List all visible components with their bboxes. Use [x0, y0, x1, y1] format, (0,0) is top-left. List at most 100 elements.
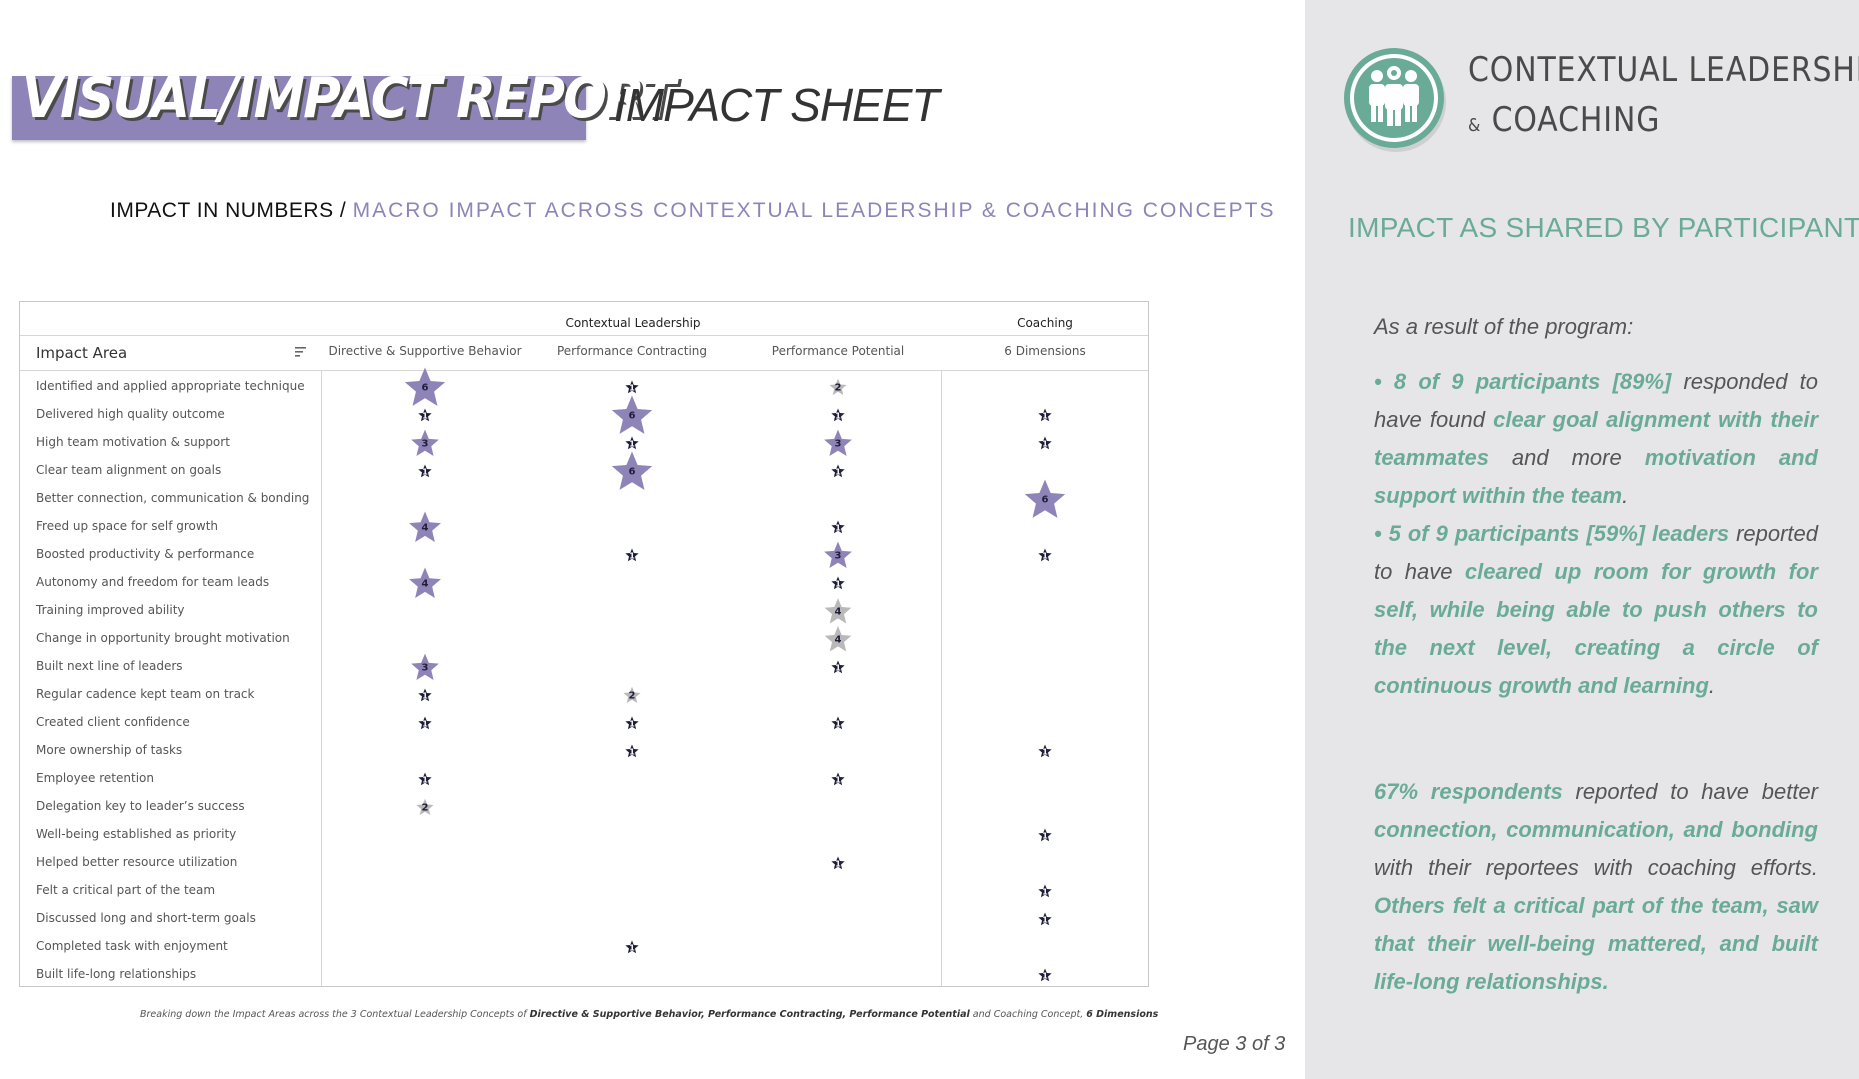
highlight-text: motivation and support within the team: [1374, 445, 1818, 508]
impact-count-star: 1: [1036, 742, 1054, 760]
highlight-text: • 5 of 9 participants [59%] leaders: [1374, 521, 1730, 546]
star-icon: 3: [411, 429, 439, 456]
table-caption: Breaking down the Impact Areas across th…: [140, 1009, 1158, 1020]
star-icon: 1: [831, 716, 845, 730]
impact-area-label: Change in opportunity brought motivation: [36, 631, 290, 645]
star-count-label: 4: [422, 579, 429, 590]
logo-amp: &: [1468, 115, 1482, 136]
impact-count-star: 1: [416, 770, 434, 788]
star-count-label: 1: [422, 468, 428, 477]
impact-count-star: 1: [829, 462, 847, 480]
star-icon: 1: [1038, 548, 1052, 562]
impact-area-header[interactable]: Impact Area: [36, 344, 128, 362]
impact-count-star: 1: [1036, 882, 1054, 900]
people-group-logo-icon: [1344, 48, 1446, 152]
impact-count-star: 1: [829, 658, 847, 676]
impact-count-star: 4: [822, 595, 854, 627]
sort-icon[interactable]: [294, 346, 308, 360]
star-icon: 1: [625, 380, 639, 394]
impact-count-star: 1: [416, 462, 434, 480]
logo-coaching: COACHING: [1481, 100, 1661, 140]
star-count-label: 1: [835, 468, 841, 477]
impact-count-star: 6: [1022, 476, 1069, 523]
star-icon: 1: [1038, 828, 1052, 842]
star-icon: 1: [625, 548, 639, 562]
star-count-label: 1: [629, 384, 635, 393]
star-count-label: 1: [1042, 888, 1048, 897]
right-panel: [1305, 0, 1859, 1079]
star-icon: 1: [418, 464, 432, 478]
impact-area-label: Employee retention: [36, 771, 154, 785]
column-divider: [941, 371, 942, 986]
caption-bold: 6 Dimensions: [1086, 1009, 1159, 1020]
page-number: Page 3 of 3: [1183, 1033, 1286, 1055]
impact-count-star: 1: [623, 714, 641, 732]
star-icon: 6: [1024, 479, 1066, 518]
star-count-label: 1: [629, 552, 635, 561]
body-text: .: [1708, 673, 1716, 698]
star-icon: 1: [418, 408, 432, 422]
impact-count-star: 1: [829, 518, 847, 536]
impact-count-star: 1: [623, 546, 641, 564]
highlight-text: connection, communication, and bonding: [1374, 817, 1818, 842]
impact-area-label: Training improved ability: [36, 603, 185, 617]
star-icon: 4: [409, 511, 441, 542]
impact-area-label: Identified and applied appropriate techn…: [36, 379, 305, 393]
column-divider: [321, 371, 322, 986]
impact-count-star: 3: [821, 538, 855, 572]
star-count-label: 1: [835, 776, 841, 785]
impact-area-label: Better connection, communication & bondi…: [36, 491, 310, 505]
star-count-label: 1: [1042, 552, 1048, 561]
impact-area-label: Felt a critical part of the team: [36, 883, 216, 897]
star-count-label: 6: [629, 467, 636, 478]
subtitle-dark: IMPACT IN NUMBERS /: [110, 199, 353, 222]
star-count-label: 1: [835, 580, 841, 589]
impact-area-label: Built next line of leaders: [36, 659, 183, 673]
star-count-label: 1: [629, 748, 635, 757]
impact-area-label: Freed up space for self growth: [36, 519, 219, 533]
star-count-label: 1: [1042, 972, 1048, 981]
star-icon: 1: [831, 520, 845, 534]
star-count-label: 3: [422, 663, 429, 674]
star-icon: 1: [418, 688, 432, 702]
impact-count-star: 1: [623, 742, 641, 760]
star-icon: 1: [625, 436, 639, 450]
impact-area-label: Created client confidence: [36, 715, 190, 729]
star-count-label: 1: [1042, 412, 1048, 421]
impact-count-star: 1: [829, 770, 847, 788]
star-count-label: 2: [629, 691, 636, 702]
highlight-text: Others felt a critical part of the team,…: [1374, 893, 1818, 994]
impact-area-label: Helped better resource utilization: [36, 855, 238, 869]
star-icon: 1: [625, 940, 639, 954]
star-count-label: 1: [835, 524, 841, 533]
star-count-label: 1: [422, 776, 428, 785]
column-divider: [941, 302, 942, 335]
star-count-label: 3: [422, 439, 429, 450]
star-icon: 1: [1038, 436, 1052, 450]
star-icon: 2: [829, 378, 847, 395]
impact-count-star: 1: [829, 854, 847, 872]
star-count-label: 1: [422, 692, 428, 701]
group-header-contextual-leadership: Contextual Leadership: [565, 316, 701, 330]
impact-count-star: 1: [416, 406, 434, 424]
star-count-label: 1: [629, 440, 635, 449]
impact-count-star: 6: [609, 392, 656, 439]
participants-title: IMPACT AS SHARED BY PARTICIPANTS: [1348, 212, 1859, 243]
impact-area-label: Regular cadence kept team on track: [36, 687, 255, 701]
impact-count-star: 3: [408, 426, 442, 460]
impact-area-label: More ownership of tasks: [36, 743, 183, 757]
group-header-coaching: Coaching: [1017, 316, 1073, 330]
highlight-text: cleared up room for growth for self, whi…: [1374, 559, 1818, 698]
impact-area-label: Clear team alignment on goals: [36, 463, 222, 477]
star-icon: 1: [831, 772, 845, 786]
star-count-label: 2: [422, 803, 429, 814]
star-icon: 6: [611, 451, 653, 490]
impact-count-star: 1: [623, 378, 641, 396]
insight-paragraph-2: • 5 of 9 participants [59%] leaders repo…: [1374, 515, 1818, 705]
section-subtitle: IMPACT IN NUMBERS / MACRO IMPACT ACROSS …: [110, 199, 1275, 223]
impact-count-star: 1: [623, 434, 641, 452]
star-count-label: 1: [835, 664, 841, 673]
impact-area-label: Boosted productivity & performance: [36, 547, 255, 561]
impact-count-star: 2: [827, 376, 849, 398]
star-icon: 1: [831, 408, 845, 422]
